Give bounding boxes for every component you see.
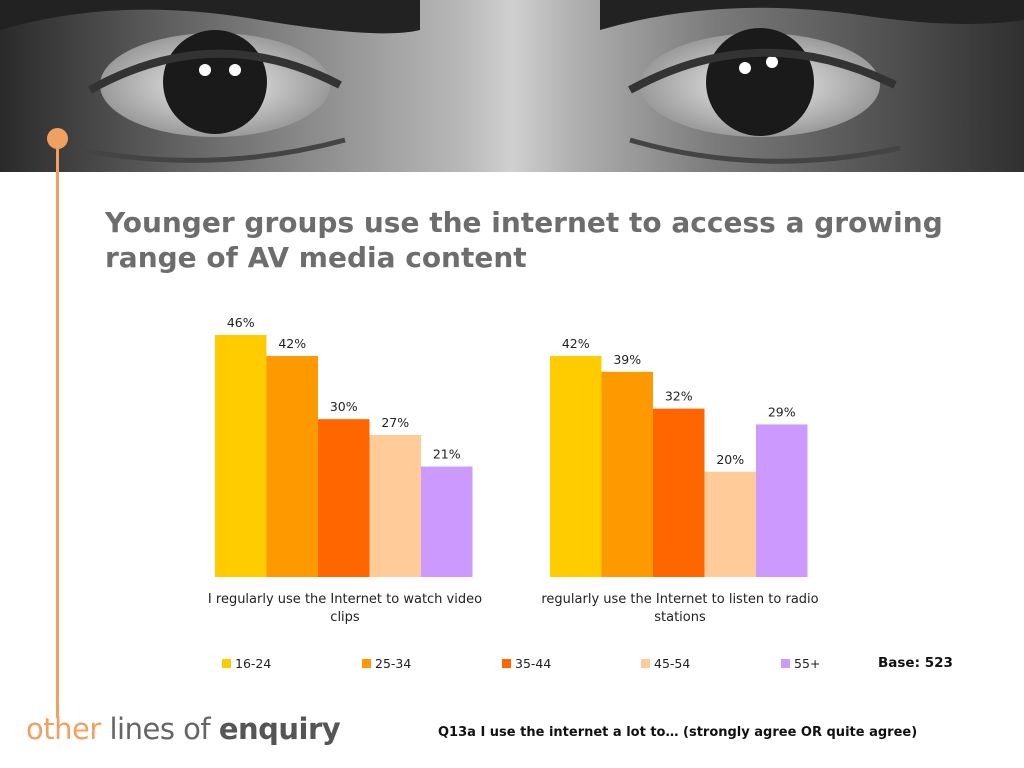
base-note: Base: 523 <box>878 655 953 671</box>
legend-label: 35-44 <box>515 656 552 671</box>
legend-swatch <box>641 659 650 668</box>
bar-16-24-cat2 <box>550 356 602 577</box>
bar-55+-cat2 <box>756 424 808 577</box>
legend-swatch <box>502 659 511 668</box>
bar-25-34-cat1 <box>266 356 318 577</box>
logo: other lines of enquiry <box>26 712 341 746</box>
legend-swatch <box>222 659 231 668</box>
bar-45-54-cat1 <box>369 434 421 577</box>
category-label-1-line2: clips <box>330 610 360 625</box>
bar-45-54-cat2 <box>704 471 756 577</box>
legend-swatch <box>781 659 790 668</box>
legend-item-35-44: 35-44 <box>502 656 551 671</box>
data-label-45-54-cat1: 27% <box>381 415 409 430</box>
data-label-55+-cat2: 29% <box>768 404 796 419</box>
chart-legend: 16-24 25-34 35-44 45-54 55+ <box>0 656 1024 674</box>
legend-label: 25-34 <box>375 656 412 671</box>
eyes-photo <box>0 0 1024 164</box>
data-label-35-44-cat2: 32% <box>665 389 693 404</box>
bar-chart: 46% 42% 42% 39% 30% 32% 27% 20% 21% 29% I regularl… <box>208 315 819 625</box>
bar-16-24-cat1 <box>215 335 267 577</box>
accent-vertical-line <box>56 138 59 718</box>
legend-item-45-54: 45-54 <box>641 656 690 671</box>
header-photo-banner <box>0 0 1024 172</box>
legend-item-55+: 55+ <box>781 656 820 671</box>
slide-title: Younger groups use the internet to acces… <box>105 206 943 274</box>
legend-swatch <box>362 659 371 668</box>
data-label-35-44-cat1: 30% <box>330 399 358 414</box>
legend-label: 16-24 <box>235 656 272 671</box>
logo-word-lines-of: lines of <box>109 712 211 746</box>
category-label-1-line1: I regularly use the Internet to watch vi… <box>208 592 482 607</box>
legend-label: 45-54 <box>654 656 691 671</box>
bar-25-34-cat2 <box>601 371 653 577</box>
data-label-55+-cat1: 21% <box>433 447 461 462</box>
legend-item-25-34: 25-34 <box>362 656 411 671</box>
logo-word-other: other <box>26 712 101 746</box>
data-label-25-34-cat1: 42% <box>278 336 306 351</box>
legend-label: 55+ <box>794 656 821 671</box>
data-label-45-54-cat2: 20% <box>716 452 744 467</box>
category-label-2-line2: stations <box>654 610 706 625</box>
bar-55+-cat1 <box>421 466 473 577</box>
question-footnote: Q13a I use the internet a lot to… (stron… <box>438 725 918 740</box>
accent-dot <box>47 128 68 149</box>
bar-35-44-cat2 <box>653 408 705 577</box>
bar-35-44-cat1 <box>318 419 370 577</box>
data-label-16-24-cat2: 42% <box>562 336 590 351</box>
data-label-16-24-cat1: 46% <box>227 315 255 330</box>
data-label-25-34-cat2: 39% <box>613 352 641 367</box>
category-label-2-line1: regularly use the Internet to listen to … <box>541 592 818 607</box>
legend-item-16-24: 16-24 <box>222 656 271 671</box>
logo-word-enquiry: enquiry <box>218 712 341 746</box>
